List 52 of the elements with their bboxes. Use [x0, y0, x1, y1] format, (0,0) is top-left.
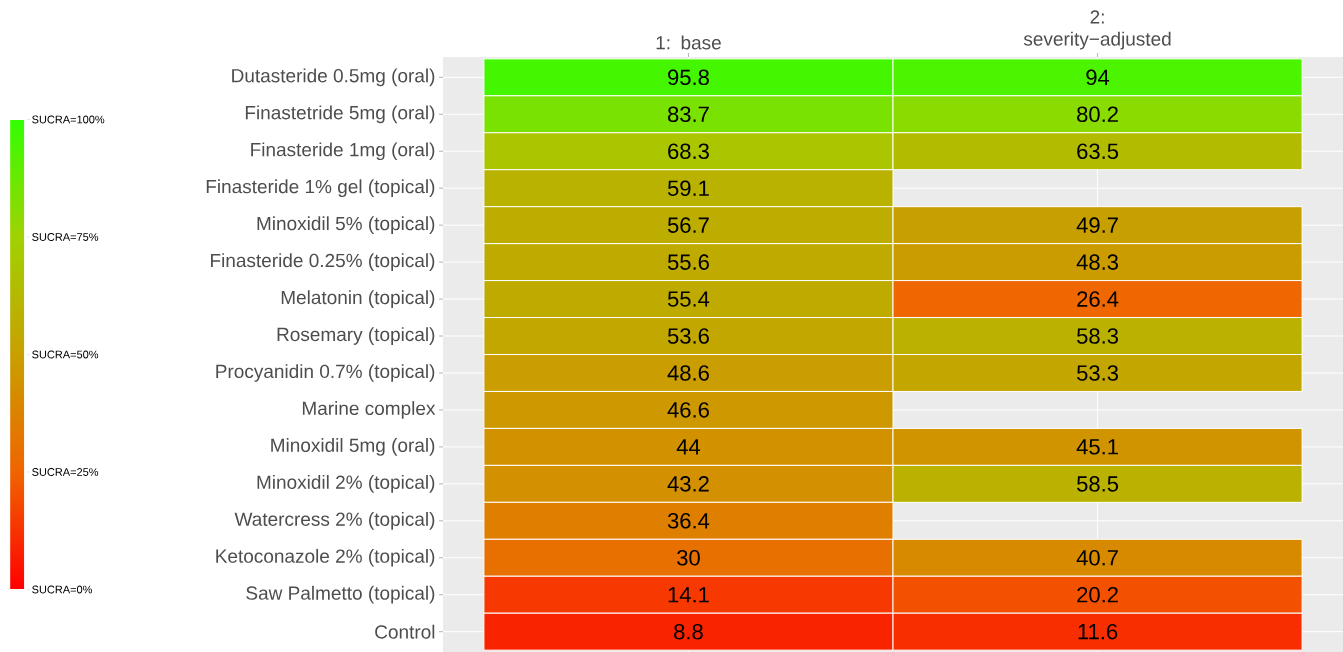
data-label: 11.6 [1078, 623, 1118, 640]
data-label: 8.8 [674, 623, 703, 640]
data-label: 68.3 [668, 143, 709, 160]
data-label: 53.6 [667, 328, 709, 344]
color-bar-label: SUCRA=0% [32, 585, 93, 594]
y-tick-label: Minoxidil 5% (topical) [257, 216, 435, 234]
data-label: 40.7 [1076, 549, 1118, 566]
y-tick-label: Finasteride 0.25% (topical) [211, 253, 435, 271]
data-label: 58.3 [1077, 328, 1118, 344]
data-label: 48.3 [1076, 254, 1118, 270]
y-tick-label: Finasteride 1% gel (topical) [206, 179, 435, 198]
data-label: 48.6 [667, 365, 709, 381]
y-tick-label: Minoxidil 5mg (oral) [271, 438, 435, 456]
data-label: 83.7 [668, 106, 709, 123]
data-label: 26.4 [1077, 291, 1119, 307]
x-tick-label: 2: severity−adjusted [1023, 10, 1171, 50]
data-label: 58.5 [1077, 476, 1119, 492]
x-tick-label: 1: base [656, 35, 721, 50]
y-tick-label: Procyanidin 0.7% (topical) [216, 364, 435, 382]
color-bar-label: SUCRA=100% [32, 115, 105, 124]
data-label: 80.2 [1077, 106, 1118, 123]
data-label: 46.6 [667, 402, 709, 418]
data-label: 20.2 [1077, 586, 1118, 603]
data-label: 63.5 [1077, 143, 1119, 160]
color-bar-label: SUCRA=50% [32, 350, 99, 359]
color-bar-label: SUCRA=25% [32, 468, 99, 476]
data-label: 14.1 [668, 587, 709, 603]
y-tick-label: Minoxidil 2% (topical) [257, 475, 435, 493]
data-label: 59.1 [667, 180, 709, 196]
data-label: 30 [677, 549, 700, 566]
y-tick-label: Rosemary (topical) [277, 327, 435, 345]
y-tick-label: Finastetride 5mg (oral) [245, 105, 435, 124]
y-tick-label: Control [375, 624, 435, 639]
data-label: 53.3 [1077, 365, 1118, 381]
y-tick-label: Watercress 2% (topical) [234, 511, 435, 530]
data-label: 94 [1086, 69, 1110, 86]
y-tick-label: Marine complex [302, 401, 436, 419]
y-tick-label: Finasteride 1mg (oral) [251, 142, 435, 161]
data-label: 55.4 [667, 291, 710, 307]
color-bar-label: SUCRA=75% [32, 233, 99, 241]
y-tick-label: Dutasteride 0.5mg (oral) [232, 68, 435, 87]
y-tick-label: Melatonin (topical) [281, 290, 435, 308]
data-label: 36.4 [667, 513, 710, 529]
data-label: 56.7 [667, 217, 709, 233]
data-label: 43.2 [667, 476, 709, 492]
y-tick-label: Ketoconazole 2% (topical) [216, 548, 435, 567]
y-tick-label: Saw Palmetto (topical) [246, 585, 435, 604]
data-label: 45.1 [1076, 439, 1118, 455]
data-label: 44 [676, 439, 701, 455]
data-label: 95.8 [668, 69, 709, 86]
data-label: 49.7 [1076, 217, 1118, 233]
data-label: 55.6 [667, 254, 709, 270]
